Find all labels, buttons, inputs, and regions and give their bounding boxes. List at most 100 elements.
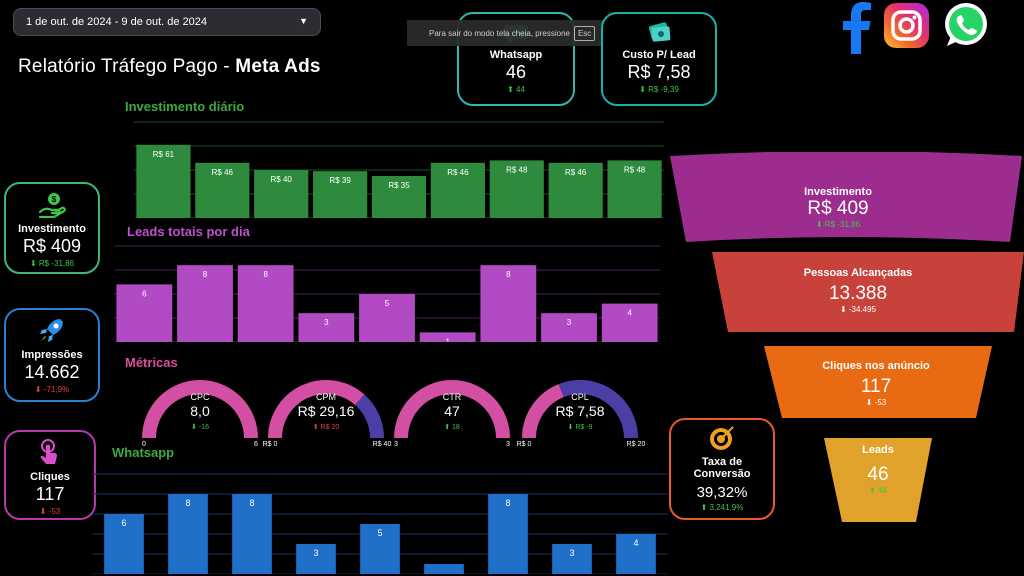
kpi-value: 117 xyxy=(35,484,65,504)
bar-data-label: R$ 46 xyxy=(447,168,469,177)
fullscreen-tip-text: Para sair do modo tela cheia, pressione xyxy=(429,28,570,38)
whatsapp-icon[interactable] xyxy=(943,2,989,48)
bar[interactable] xyxy=(298,313,355,342)
bar[interactable] xyxy=(552,544,592,574)
kpi-value: R$ 409 xyxy=(22,236,82,256)
kpi-label-line1: Taxa de xyxy=(701,456,743,468)
funnel-stage-label: Pessoas Alcançadas xyxy=(803,267,913,279)
bar[interactable] xyxy=(195,162,250,218)
gauge-name: CPM xyxy=(316,392,336,402)
bar[interactable] xyxy=(601,303,658,342)
bar-data-label: R$ 48 xyxy=(506,165,528,174)
kpi-delta: ⬇ R$ -9,39 xyxy=(639,85,679,94)
esc-key-badge: Esc xyxy=(573,25,596,41)
gauge-max: R$ 40 xyxy=(373,441,392,448)
kpi-card-investimento: $ Investimento R$ 409 ⬇ R$ -31,86 xyxy=(4,182,100,274)
funnel-stage-value: 117 xyxy=(860,376,892,397)
bar[interactable] xyxy=(480,265,537,342)
gauge-delta: ⬇ R$ -9 xyxy=(568,423,593,431)
fullscreen-tooltip: Para sair do modo tela cheia, pressione … xyxy=(407,20,617,46)
bar-data-label: 5 xyxy=(377,528,382,538)
gauge-delta: ⬆ 18 xyxy=(444,423,460,431)
funnel-stage-value: 13.388 xyxy=(828,283,888,304)
report-title-bold: Meta Ads xyxy=(235,56,321,77)
date-range-value: 1 de out. de 2024 - 9 de out. de 2024 xyxy=(26,16,208,28)
bar[interactable] xyxy=(296,544,336,574)
facebook-icon[interactable] xyxy=(843,2,871,54)
bar-data-label: R$ 39 xyxy=(329,176,351,185)
bar[interactable] xyxy=(237,265,294,342)
bar[interactable] xyxy=(359,294,415,342)
gauge-delta: ⬇ -16 xyxy=(191,423,209,431)
gauge-delta: ⬆ R$ 20 xyxy=(313,423,340,431)
kpi-delta: ⬆ 3.241,9% xyxy=(700,503,744,512)
bar[interactable] xyxy=(168,494,208,574)
gauge-value: 8,0 xyxy=(190,403,210,419)
gauge-min: 0 xyxy=(142,441,146,448)
kpi-label: Custo P/ Lead xyxy=(622,49,696,61)
funnel-stage-label: Leads xyxy=(862,444,894,456)
bar-data-label: 8 xyxy=(506,270,511,279)
bar-data-label: 8 xyxy=(505,498,510,508)
funnel-labels: Investimento R$ 409 ⬇ R$ -31,86 Pessoas … xyxy=(668,152,1024,524)
bar[interactable] xyxy=(607,160,662,218)
funnel-stage-alcancadas: Pessoas Alcançadas 13.388 ⬇ -34.495 xyxy=(768,267,948,314)
funnel-chart xyxy=(670,152,1024,522)
svg-text:$: $ xyxy=(52,195,57,204)
bar[interactable] xyxy=(488,494,528,574)
bar-data-label: 8 xyxy=(263,270,268,279)
bar[interactable] xyxy=(104,514,144,574)
bar[interactable] xyxy=(430,162,485,218)
bar-data-label: 6 xyxy=(142,289,147,298)
bar-data-label: 3 xyxy=(567,318,572,327)
funnel-segment[interactable] xyxy=(824,438,932,522)
funnel-stage-delta: ⬇ -53 xyxy=(865,398,887,407)
bar[interactable] xyxy=(616,534,656,574)
bar[interactable] xyxy=(254,170,309,218)
gauge-value: R$ 7,58 xyxy=(555,403,604,419)
bar-data-label: R$ 35 xyxy=(388,181,410,190)
kpi-card-impressoes: Impressões 14.662 ⬇ -71,9% xyxy=(4,308,100,402)
kpi-card-taxa-conversao: Taxa de Conversão 39,32% ⬆ 3.241,9% xyxy=(669,418,775,520)
section-title-investimento-diario: Investimento diário xyxy=(125,99,245,114)
gauge-fill xyxy=(522,384,565,439)
bar-data-label: 4 xyxy=(633,538,638,548)
bar[interactable] xyxy=(371,176,427,218)
kpi-label-line2: Conversão xyxy=(693,468,751,480)
bar-data-label: 3 xyxy=(313,548,318,558)
gauge-max: 6 xyxy=(254,441,258,448)
bar[interactable] xyxy=(419,332,476,342)
gauge-min: 3 xyxy=(394,441,398,448)
bar[interactable] xyxy=(136,144,191,218)
funnel-segment[interactable] xyxy=(670,152,1022,242)
gauge-value: 47 xyxy=(444,403,460,419)
bar[interactable] xyxy=(548,162,603,218)
kpi-label: Whatsapp xyxy=(489,49,543,61)
bar[interactable] xyxy=(360,524,400,574)
click-hand-icon xyxy=(40,439,57,464)
bar-data-label: 6 xyxy=(121,518,126,528)
bar[interactable] xyxy=(541,313,597,342)
bar[interactable] xyxy=(424,564,464,574)
chart-investimento-diario: R$ 61 R$ 46 R$ 40 R$ 39 R$ 35 R$ 46 R$ 48 R$ 46… xyxy=(134,121,664,218)
gauge-fill xyxy=(394,380,510,439)
bar[interactable] xyxy=(313,171,368,218)
date-range-select[interactable]: 1 de out. de 2024 - 9 de out. de 2024 ▼ xyxy=(13,8,321,36)
funnel-stage-delta: ⬇ R$ -31,86 xyxy=(815,220,861,229)
bar[interactable] xyxy=(177,265,233,342)
bar[interactable] xyxy=(116,284,173,342)
gauge-fill xyxy=(268,380,365,439)
bar-data-label: R$ 48 xyxy=(624,165,646,174)
gauge-min: R$ 0 xyxy=(517,441,532,448)
funnel-segment[interactable] xyxy=(764,346,992,418)
bar[interactable] xyxy=(489,160,544,218)
chart-leads-por-dia: 6 8 8 3 5 1 8 3 4 xyxy=(114,245,660,342)
kpi-label: Investimento xyxy=(18,223,86,235)
instagram-icon[interactable] xyxy=(884,3,929,48)
funnel-stage-value: R$ 409 xyxy=(807,198,869,219)
kpi-label: Cliques xyxy=(30,471,70,483)
funnel-segment[interactable] xyxy=(712,252,1024,332)
bar[interactable] xyxy=(232,494,272,574)
kpi-delta: ⬆ 44 xyxy=(507,85,525,94)
